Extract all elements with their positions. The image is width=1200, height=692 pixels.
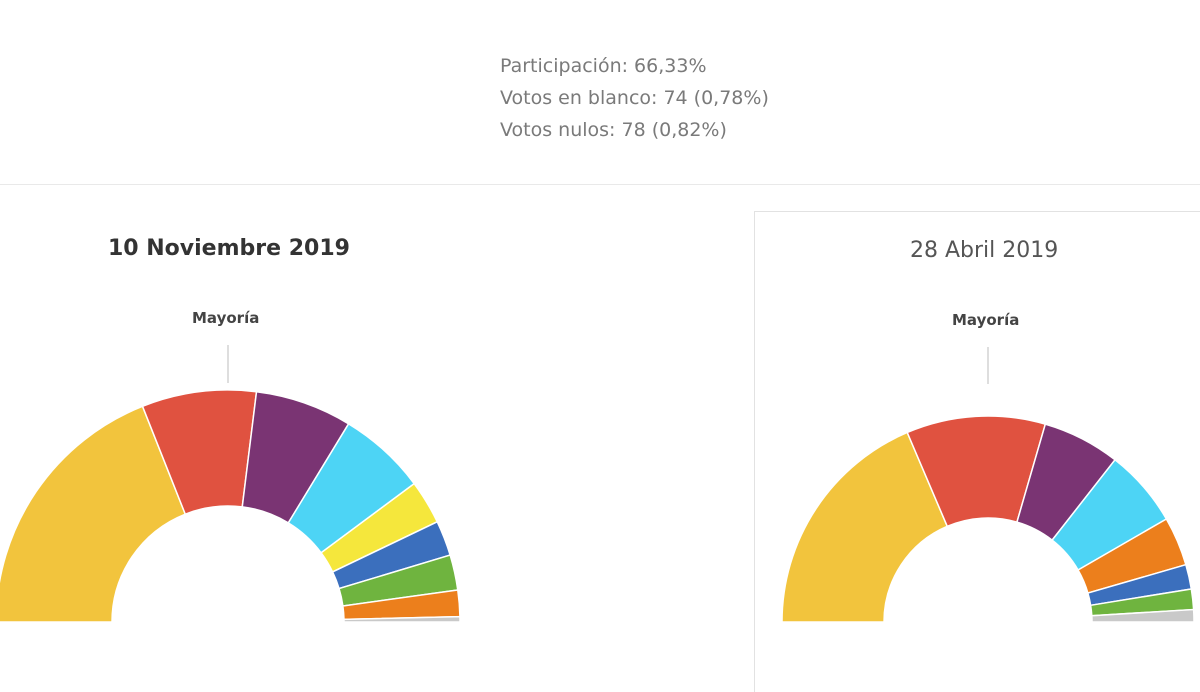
- hemicycle-nov-2019: [0, 345, 461, 623]
- majority-label-nov-2019: Mayoría: [192, 309, 260, 327]
- blank-votes-text: Votos en blanco: 74 (0,78%): [500, 87, 769, 109]
- seat-segment-apr-2019-1: [781, 431, 949, 623]
- comparison-card: [754, 211, 1200, 692]
- majority-label-apr-2019: Mayoría: [952, 311, 1020, 329]
- null-votes-text: Votos nulos: 78 (0,82%): [500, 119, 727, 141]
- seat-segment-apr-2019-8: [1091, 608, 1195, 623]
- section-divider: [0, 184, 1200, 185]
- hemicycle-apr-2019: [781, 347, 1195, 623]
- chart-title-apr-2019: 28 Abril 2019: [910, 238, 1059, 263]
- chart-title-nov-2019: 10 Noviembre 2019: [108, 236, 350, 261]
- seat-charts: [0, 345, 1195, 623]
- turnout-stats: Participación: 66,33% Votos en blanco: 7…: [500, 50, 769, 146]
- seat-segment-nov-2019-9: [343, 615, 461, 623]
- seat-segment-nov-2019-1: [0, 405, 187, 623]
- participation-text: Participación: 66,33%: [500, 55, 707, 77]
